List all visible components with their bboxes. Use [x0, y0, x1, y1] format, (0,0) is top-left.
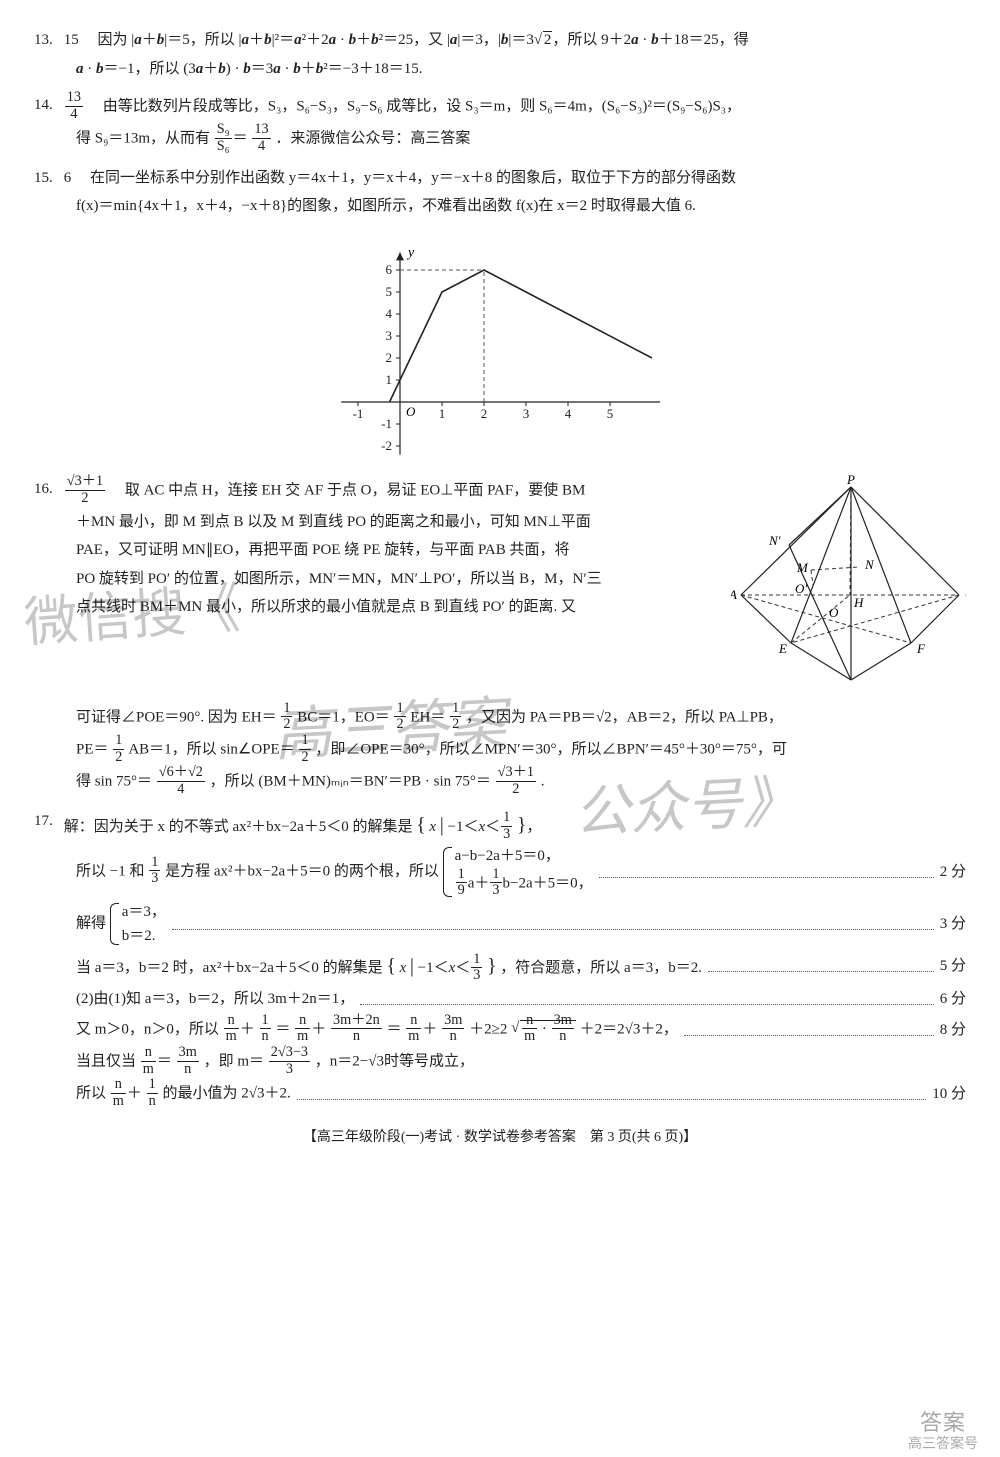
svg-text:O: O — [406, 404, 416, 419]
svg-text:C: C — [965, 587, 966, 602]
text: a · b＝−1，所以 (3a＋b) · b＝3a · b＋b²＝−3＋18＝1… — [34, 55, 966, 84]
line-chart: -112345-2-1123456xyO — [340, 227, 660, 457]
svg-text:3: 3 — [386, 328, 393, 343]
problem-number: 17. — [34, 807, 60, 836]
answer-fraction: √3＋12 — [65, 474, 105, 506]
score: 5 分 — [940, 952, 966, 981]
svg-text:O′: O′ — [795, 581, 807, 596]
svg-text:3: 3 — [523, 406, 530, 421]
text: 得 S₉＝13m，从而有 S₉S₆＝ 134 ．来源微信公众号：高三答案 — [34, 123, 966, 155]
pyramid-figure: P A C E F B HO M N N′ O′ — [731, 475, 966, 696]
text: 取 AC 中点 H，连接 EH 交 AF 于点 O，易证 EO⊥平面 PAF，要… — [110, 483, 585, 499]
problem-number: 14. — [34, 91, 60, 120]
svg-text:-1: -1 — [353, 406, 364, 421]
chart-figure: -112345-2-1123456xyO — [34, 227, 966, 468]
text: 当且仅当 nm＝ 3mn ，即 m＝ 2√3−33 ，n＝2−√3时等号成立， — [34, 1046, 966, 1078]
problem-17: 17. 解：因为关于 x 的不等式 ax²＋bx−2a＋5＜0 的解集是 { x… — [34, 807, 966, 1111]
svg-text:B: B — [847, 682, 855, 685]
answer: 6 — [64, 170, 72, 186]
svg-text:-2: -2 — [381, 438, 392, 453]
svg-text:2: 2 — [386, 350, 393, 365]
svg-text:O: O — [829, 605, 839, 620]
corner-watermark: 答案 高三答案号 — [908, 1410, 978, 1451]
page-footer: 【高三年级阶段(一)考试 · 数学试卷参考答案 第 3 页(共 6 页)】 — [34, 1125, 966, 1152]
problem-13: 13. 15 因为 |a＋b|＝5，所以 |a＋b|²＝a²＋2a · b＋b²… — [34, 26, 966, 83]
score: 6 分 — [940, 985, 966, 1014]
svg-text:5: 5 — [386, 284, 393, 299]
svg-text:M: M — [796, 560, 809, 575]
svg-text:A: A — [731, 587, 737, 602]
svg-text:1: 1 — [386, 372, 393, 387]
step-line: 所以 nm＋ 1n 的最小值为 2√3＋2. 10 分 — [34, 1078, 966, 1110]
text: 得 sin 75°＝ √6＋√24 ，所以 (BM＋MN)ₘᵢₙ＝BN′＝PB … — [34, 766, 966, 798]
problem-number: 16. — [34, 475, 60, 504]
svg-text:N: N — [864, 557, 875, 572]
problem-15: 15. 6 在同一坐标系中分别作出函数 y＝4x＋1，y＝x＋4，y＝−x＋8 … — [34, 164, 966, 468]
step-line: 解得 a＝3， b＝2. 3 分 — [34, 900, 966, 948]
svg-text:y: y — [406, 245, 415, 260]
svg-text:F: F — [916, 641, 926, 656]
answer-fraction: 134 — [65, 90, 83, 122]
text: f(x)＝min{4x＋1，x＋4，−x＋8}的图象，如图所示，不难看出函数 f… — [34, 192, 966, 221]
svg-text:2: 2 — [481, 406, 488, 421]
text: PE＝ 12 AB＝1，所以 sin∠OPE＝ 12 ，即∠OPE＝30°，所以… — [34, 734, 966, 766]
problem-number: 13. — [34, 26, 60, 55]
step-line: 当 a＝3，b＝2 时，ax²＋bx−2a＋5＜0 的解集是 { x | −1＜… — [34, 948, 966, 985]
pyramid-diagram: P A C E F B HO M N N′ O′ — [731, 475, 966, 685]
svg-text:-1: -1 — [381, 416, 392, 431]
text: 由等比数列片段成等比，S₃，S₆−S₃，S₉−S₆ 成等比，设 S₃＝m，则 S… — [88, 99, 741, 115]
svg-text:E: E — [778, 641, 787, 656]
svg-text:H: H — [853, 595, 864, 610]
answer: 15 — [64, 32, 79, 48]
svg-text:1: 1 — [439, 406, 446, 421]
text: 解：因为关于 x 的不等式 ax²＋bx−2a＋5＜0 的解集是 { x | −… — [64, 819, 542, 835]
svg-text:4: 4 — [565, 406, 572, 421]
text: 在同一坐标系中分别作出函数 y＝4x＋1，y＝x＋4，y＝−x＋8 的图象后，取… — [75, 170, 736, 186]
text: 因为 |a＋b|＝5，所以 |a＋b|²＝a²＋2a · b＋b²＝25，又 |… — [83, 32, 749, 48]
score: 3 分 — [940, 910, 966, 939]
problem-14: 14. 134 由等比数列片段成等比，S₃，S₆−S₃，S₉−S₆ 成等比，设 … — [34, 91, 966, 156]
step-line: (2)由(1)知 a＝3，b＝2，所以 3m＋2n＝1， 6 分 — [34, 985, 966, 1014]
problem-16: 微信搜《 高三答案 公众号》 PACEFBHOMNN′O′ 16. √3＋12 … — [34, 475, 966, 799]
step-line: 又 m＞0，n＞0，所以 nm＋ 1n ＝ nm＋ 3m＋2nn ＝ nm＋ 3… — [34, 1014, 966, 1046]
score: 2 分 — [940, 858, 966, 887]
step-line: 所以 −1 和 13 是方程 ax²＋bx−2a＋5＝0 的两个根，所以 a−b… — [34, 844, 966, 900]
score: 10 分 — [932, 1080, 966, 1109]
svg-text:6: 6 — [386, 262, 393, 277]
score: 8 分 — [940, 1016, 966, 1045]
svg-text:4: 4 — [386, 306, 393, 321]
text: 可证得∠POE＝90°. 因为 EH＝ 12 BC＝1，EO＝ 12 EH＝ 1… — [34, 702, 966, 734]
svg-text:N′: N′ — [768, 533, 781, 548]
svg-text:5: 5 — [607, 406, 614, 421]
problem-number: 15. — [34, 164, 60, 193]
svg-text:P: P — [846, 475, 855, 487]
